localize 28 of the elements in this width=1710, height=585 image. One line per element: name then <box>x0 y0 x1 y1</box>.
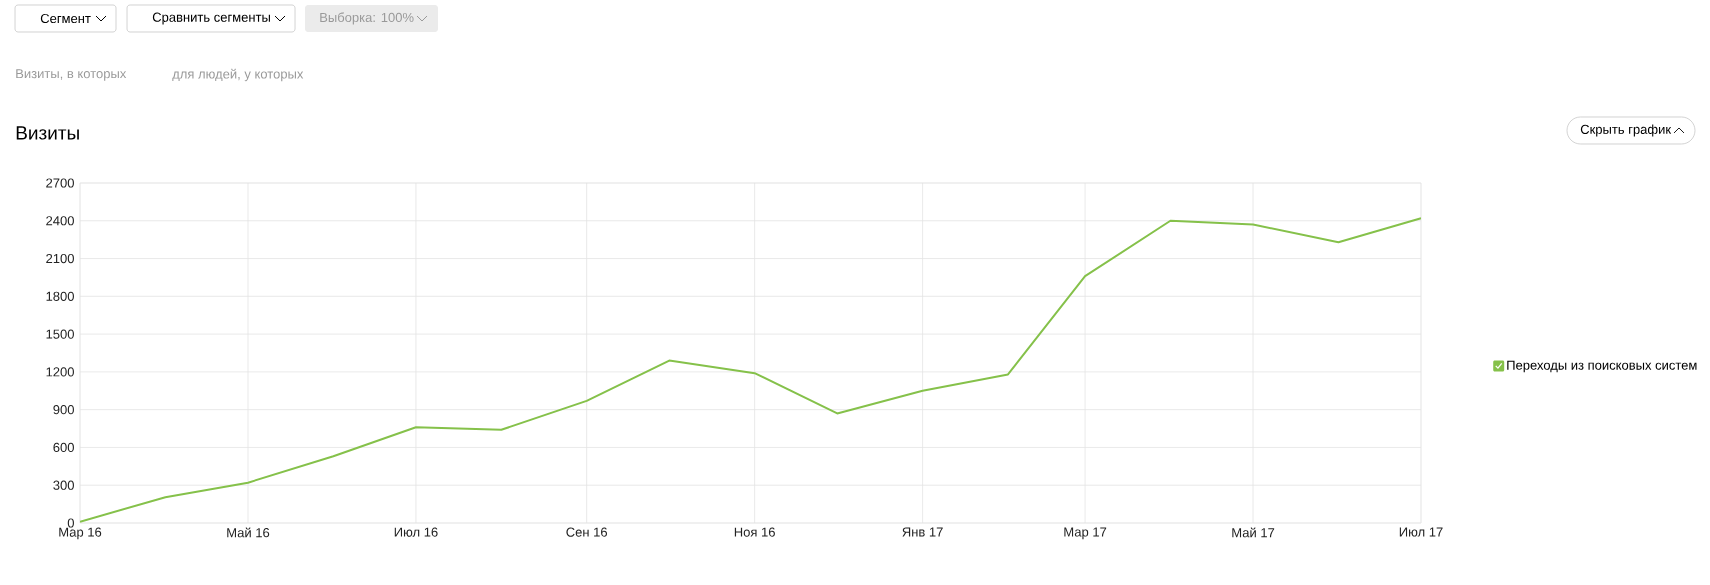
y-tick-label: 1500 <box>46 329 74 339</box>
legend-label: Переходы из поисковых систем <box>1507 360 1697 373</box>
chart-title: Визиты <box>16 126 79 140</box>
y-tick-label: 0 <box>67 518 74 528</box>
y-tick-label: 2700 <box>46 178 74 188</box>
y-tick-label: 2400 <box>46 216 74 226</box>
text: для людей, у которых <box>172 68 304 82</box>
y-tick-label: 900 <box>53 405 74 415</box>
x-tick-label: Ноя 16 <box>734 527 775 537</box>
text: Сравнить сегменты <box>152 12 270 25</box>
x-tick-label: Май 16 <box>227 527 270 538</box>
x-tick-label: Сен 16 <box>566 527 608 537</box>
x-tick-label: Янв 17 <box>902 527 943 537</box>
line-series <box>80 217 1422 523</box>
x-tick-label: Май 17 <box>1232 527 1275 538</box>
x-tick-label: Июл 16 <box>394 527 438 537</box>
y-tick-label: 2100 <box>46 253 74 264</box>
y-tick-label: 300 <box>53 480 74 490</box>
x-tick-label: Мар 16 <box>59 527 102 540</box>
text: Сегмент <box>40 13 91 24</box>
x-tick-label: Мар 17 <box>1064 527 1107 540</box>
text: Скрыть график <box>1580 124 1672 137</box>
text: Выборка: 100% <box>320 12 414 25</box>
y-tick-label: 1800 <box>46 291 74 301</box>
text: Визиты, в которых <box>16 69 127 81</box>
x-tick-label: Июл 17 <box>1399 527 1443 537</box>
y-tick-label: 600 <box>53 442 74 453</box>
y-tick-label: 1200 <box>46 367 74 377</box>
